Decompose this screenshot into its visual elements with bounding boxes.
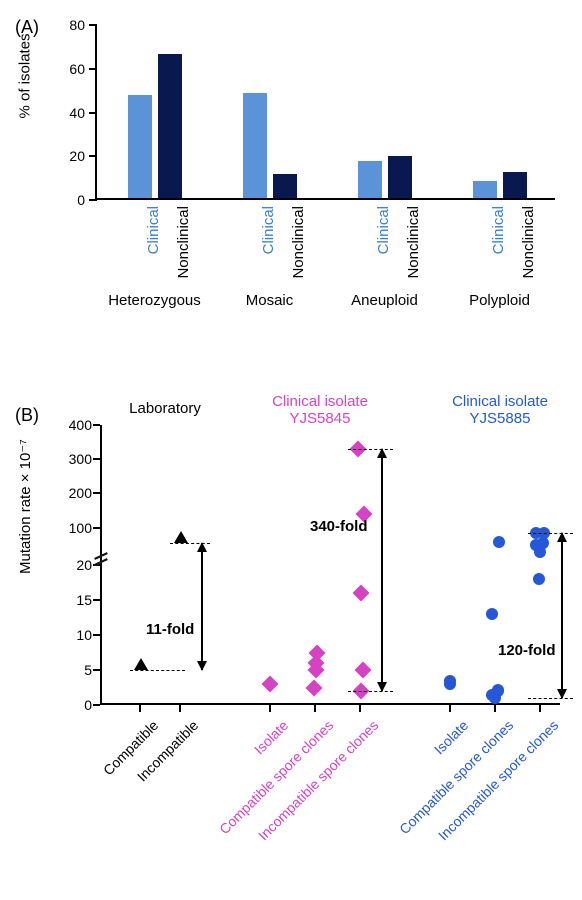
- y-tick: [93, 704, 100, 706]
- fold-change-label: 120-fold: [498, 642, 556, 659]
- fold-arrow-icon: [381, 449, 383, 691]
- data-point: [353, 585, 370, 602]
- y-tick-label: 20: [76, 557, 92, 573]
- bar-clinical: [358, 161, 382, 198]
- fold-arrow-icon: [201, 543, 203, 670]
- bar-nonclinical: [503, 172, 527, 198]
- category-label: Heterozygous: [97, 292, 212, 309]
- bar-label-clinical: Clinical: [145, 206, 162, 254]
- category-label: Mosaic: [212, 292, 327, 309]
- data-point: [355, 662, 372, 679]
- bar-label-nonclinical: Nonclinical: [520, 206, 537, 279]
- bar-nonclinical: [273, 174, 297, 198]
- y-tick: [93, 599, 100, 601]
- panel-b-label: (B): [15, 405, 39, 426]
- gridline: [89, 199, 97, 201]
- bar-label-nonclinical: Nonclinical: [405, 206, 422, 279]
- data-point: [444, 675, 456, 687]
- y-tick-label: 60: [69, 61, 85, 77]
- bar-label-clinical: Clinical: [375, 206, 392, 254]
- y-tick-label: 5: [84, 662, 92, 678]
- x-tick: [539, 705, 541, 712]
- panel-b-plot-area: 05101520100200300400LaboratoryClinical i…: [100, 425, 560, 705]
- category-label: Aneuploid: [327, 292, 442, 309]
- y-tick-label: 0: [84, 697, 92, 713]
- panel-b-ylabel: Mutation rate × 10⁻⁷: [16, 439, 34, 574]
- data-point: [492, 684, 504, 696]
- gridline: [89, 112, 97, 114]
- y-axis: [100, 425, 102, 705]
- panel-a: (A) % of isolates 020406080ClinicalNoncl…: [40, 15, 572, 375]
- panel-a-plot-area: 020406080ClinicalNonclinicalHeterozygous…: [95, 25, 555, 200]
- gridline: [89, 155, 97, 157]
- data-point: [262, 676, 279, 693]
- x-tick: [314, 705, 316, 712]
- y-tick-label: 10: [76, 627, 92, 643]
- bar-nonclinical: [158, 54, 182, 198]
- bar-clinical: [243, 93, 267, 198]
- reference-line: [130, 670, 185, 671]
- data-point: [134, 658, 148, 670]
- gridline: [89, 68, 97, 70]
- legend-yjs5845: Clinical isolateYJS5845: [240, 393, 400, 428]
- y-tick-label: 40: [69, 105, 85, 121]
- data-point: [486, 608, 498, 620]
- fold-arrow-icon: [561, 533, 563, 698]
- data-point: [174, 531, 188, 543]
- fold-change-label: 340-fold: [310, 518, 368, 535]
- x-tick: [269, 705, 271, 712]
- data-point: [493, 536, 505, 548]
- y-tick-label: 20: [69, 148, 85, 164]
- y-tick: [93, 458, 100, 460]
- bar-label-nonclinical: Nonclinical: [175, 206, 192, 279]
- x-tick: [449, 705, 451, 712]
- gridline: [89, 24, 97, 26]
- legend-yjs5885: Clinical isolateYJS5885: [420, 393, 580, 428]
- y-tick: [93, 669, 100, 671]
- y-tick-label: 100: [69, 520, 92, 536]
- y-tick: [93, 634, 100, 636]
- y-tick: [93, 492, 100, 494]
- data-point: [533, 573, 545, 585]
- x-tick: [139, 705, 141, 712]
- bar-label-nonclinical: Nonclinical: [290, 206, 307, 279]
- bar-label-clinical: Clinical: [260, 206, 277, 254]
- bar-clinical: [473, 181, 497, 199]
- x-tick: [494, 705, 496, 712]
- legend-laboratory: Laboratory: [110, 400, 220, 417]
- bar-label-clinical: Clinical: [490, 206, 507, 254]
- panel-a-ylabel: % of isolates: [17, 33, 34, 118]
- x-axis: [100, 703, 560, 705]
- x-tick: [179, 705, 181, 712]
- panel-b: (B) Mutation rate × 10⁻⁷ 051015201002003…: [40, 395, 572, 885]
- data-point: [305, 679, 322, 696]
- y-tick: [93, 527, 100, 529]
- axis-break-icon: [94, 555, 108, 563]
- y-tick-label: 15: [76, 592, 92, 608]
- y-tick: [93, 424, 100, 426]
- y-tick-label: 200: [69, 485, 92, 501]
- y-tick-label: 300: [69, 451, 92, 467]
- y-tick-label: 0: [77, 192, 85, 208]
- x-tick: [359, 705, 361, 712]
- bar-nonclinical: [388, 156, 412, 198]
- fold-change-label: 11-fold: [146, 621, 194, 638]
- y-tick-label: 400: [69, 417, 92, 433]
- bar-clinical: [128, 95, 152, 198]
- category-label: Polyploid: [442, 292, 557, 309]
- data-point: [537, 537, 549, 549]
- y-tick-label: 80: [69, 17, 85, 33]
